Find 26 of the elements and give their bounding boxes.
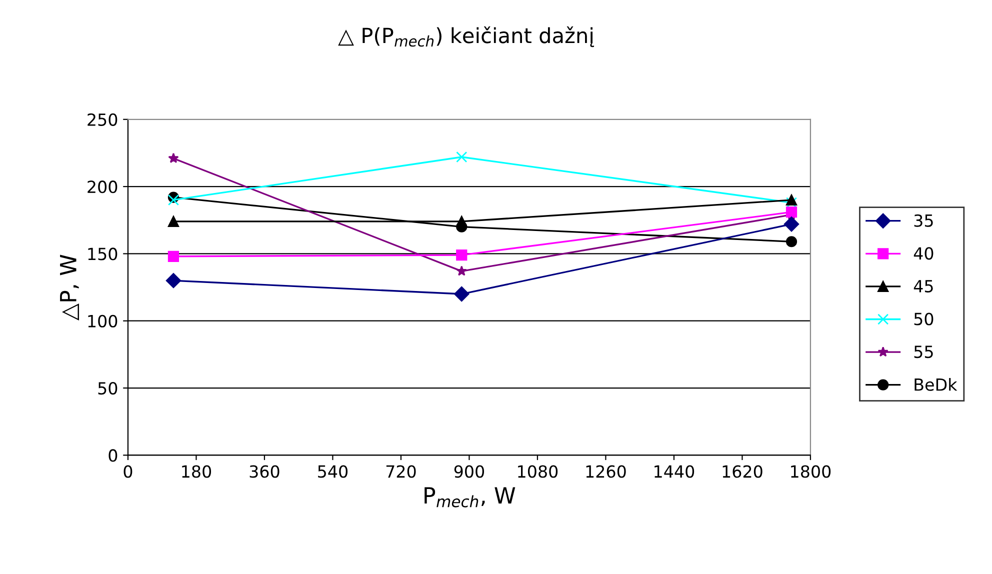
x-tick-label: 720	[386, 465, 416, 478]
y-tick-label: 0	[108, 449, 118, 462]
y-tick-label: 100	[88, 314, 118, 328]
x-tick-label: 180	[182, 465, 212, 478]
legend-label: BeDk	[914, 378, 958, 391]
y-tick-label: 50	[98, 382, 118, 395]
legend-label: 50	[914, 312, 934, 326]
x-tick-label: 1440	[654, 465, 694, 478]
legend-label: 45	[914, 280, 933, 293]
x-tick-label: 0	[124, 465, 132, 478]
y-tick-label: 250	[88, 113, 118, 126]
chart-title: △ P(P$_{mech}$) keičiant dažnį	[338, 26, 594, 48]
x-axis-title: P$_{mech}$, W	[424, 487, 516, 508]
y-tick-label: 200	[88, 180, 118, 194]
legend-label: 35	[914, 214, 933, 227]
x-tick-label: 360	[250, 465, 280, 478]
x-tick-label: 1080	[518, 465, 558, 478]
x-tick-label: 540	[318, 465, 348, 478]
x-tick-label: 900	[454, 465, 484, 478]
legend-label: 40	[914, 247, 934, 260]
x-tick-label: 1800	[791, 465, 831, 478]
x-tick-label: 1620	[722, 465, 762, 478]
y-tick-label: 150	[88, 248, 118, 260]
x-tick-label: 1260	[586, 465, 626, 478]
y-axis-title: △P, W	[60, 254, 79, 321]
legend-label: 55	[914, 346, 933, 358]
